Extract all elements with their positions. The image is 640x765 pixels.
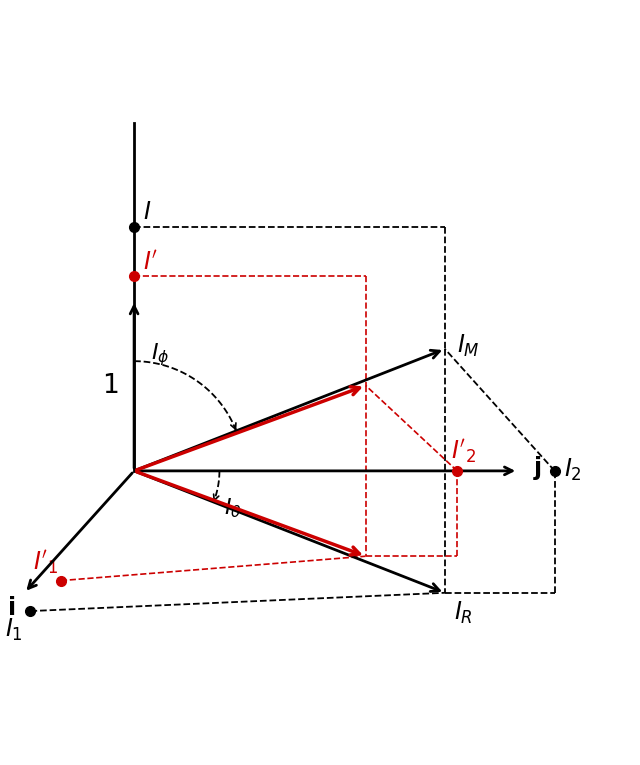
Text: $I$: $I$ bbox=[143, 200, 152, 224]
Text: $I_M$: $I_M$ bbox=[457, 333, 480, 359]
Text: $\mathbf{i}$: $\mathbf{i}$ bbox=[7, 596, 15, 620]
Text: $I_2$: $I_2$ bbox=[564, 457, 582, 483]
Text: $I'_1$: $I'_1$ bbox=[33, 548, 58, 576]
Text: $I_R$: $I_R$ bbox=[454, 600, 473, 627]
Text: $I_\theta$: $I_\theta$ bbox=[224, 496, 242, 519]
Text: $I_\phi$: $I_\phi$ bbox=[151, 340, 170, 368]
Text: $I'_2$: $I'_2$ bbox=[451, 437, 476, 465]
Text: $\mathbf{j}$: $\mathbf{j}$ bbox=[533, 454, 542, 482]
Text: $I'$: $I'$ bbox=[143, 251, 158, 275]
Text: $I_1$: $I_1$ bbox=[5, 617, 23, 643]
Text: $1$: $1$ bbox=[102, 373, 119, 399]
